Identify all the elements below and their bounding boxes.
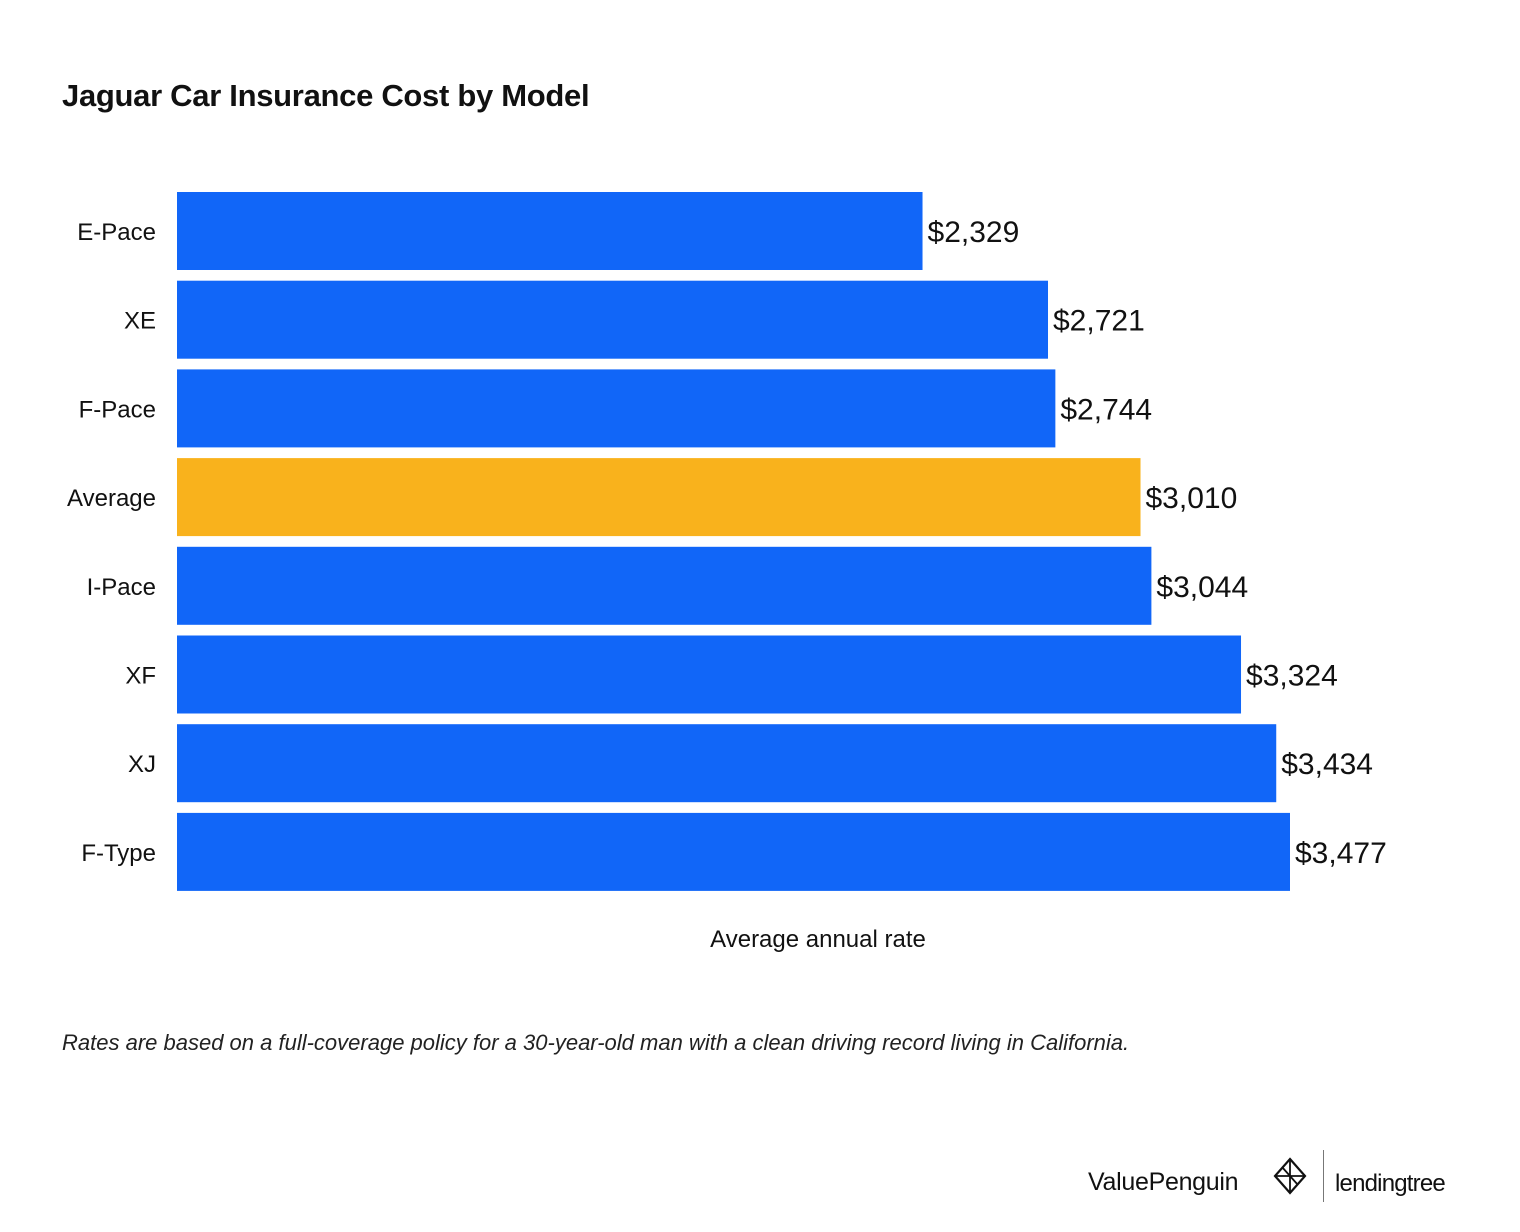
category-label-xe: XE: [124, 308, 156, 335]
bar-chart: E-Pace $2,329 XE $2,721 F-Pace $2,744 Average $…: [67, 192, 1387, 953]
category-label-i-pace: I-Pace: [87, 574, 156, 601]
value-label-xf: $3,324: [1246, 660, 1338, 693]
value-label-f-pace: $2,744: [1060, 393, 1152, 426]
category-label-average: Average: [67, 485, 156, 512]
bar-xe: [177, 280, 1049, 359]
value-label-xj: $3,434: [1281, 748, 1373, 781]
brand-divider: [1323, 1150, 1324, 1202]
bar-f-pace: [177, 369, 1056, 448]
bar-e-pace: [177, 192, 923, 270]
value-label-average: $3,010: [1146, 482, 1238, 515]
category-label-f-pace: F-Pace: [79, 396, 156, 423]
bar-average: [177, 458, 1141, 537]
value-label-i-pace: $3,044: [1156, 571, 1248, 604]
footnote: Rates are based on a full-coverage polic…: [62, 1030, 1130, 1055]
bar-xf: [177, 635, 1242, 714]
category-label-e-pace: E-Pace: [77, 219, 156, 246]
lendingtree-logo: lendingtree: [1335, 1170, 1446, 1197]
category-label-f-type: F-Type: [81, 840, 156, 867]
brand-logos: ValuePenguin lendingtree: [1088, 1150, 1488, 1210]
x-axis-label: Average annual rate: [710, 926, 926, 953]
bar-i-pace: [177, 546, 1152, 625]
category-label-xj: XJ: [128, 751, 156, 778]
bar-xj: [177, 724, 1277, 803]
valuepenguin-logo: ValuePenguin: [1088, 1168, 1239, 1196]
value-label-e-pace: $2,329: [928, 216, 1020, 249]
bar-f-type: [177, 812, 1290, 891]
category-label-xf: XF: [125, 663, 156, 690]
chart-title: Jaguar Car Insurance Cost by Model: [62, 78, 590, 113]
value-label-xe: $2,721: [1053, 305, 1145, 338]
valuepenguin-diamond-icon: [1273, 1157, 1307, 1195]
value-label-f-type: $3,477: [1295, 837, 1387, 870]
